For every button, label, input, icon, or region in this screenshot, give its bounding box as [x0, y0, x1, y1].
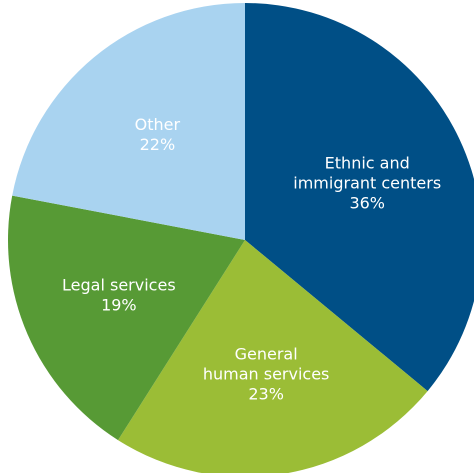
slice-value-label: 19% [101, 296, 137, 315]
slice-category-label: immigrant centers [293, 173, 441, 192]
slice-value-label: 36% [349, 193, 385, 212]
slice-category-label: Other [135, 115, 181, 134]
slice-category-label: Legal services [62, 276, 176, 295]
pie-slice-other [12, 3, 245, 240]
slice-category-label: Ethnic and [325, 153, 410, 172]
pie-slice-ethnic-and-immigrant-centers [245, 3, 474, 392]
pie-slice-general-human-services [118, 240, 428, 473]
pie-slice-legal-services [7, 195, 245, 441]
slice-value-label: 22% [140, 135, 176, 154]
pie-slices [7, 3, 474, 473]
slice-category-label: human services [203, 364, 330, 383]
slice-category-label: General [235, 344, 298, 363]
slice-value-label: 23% [248, 384, 284, 403]
